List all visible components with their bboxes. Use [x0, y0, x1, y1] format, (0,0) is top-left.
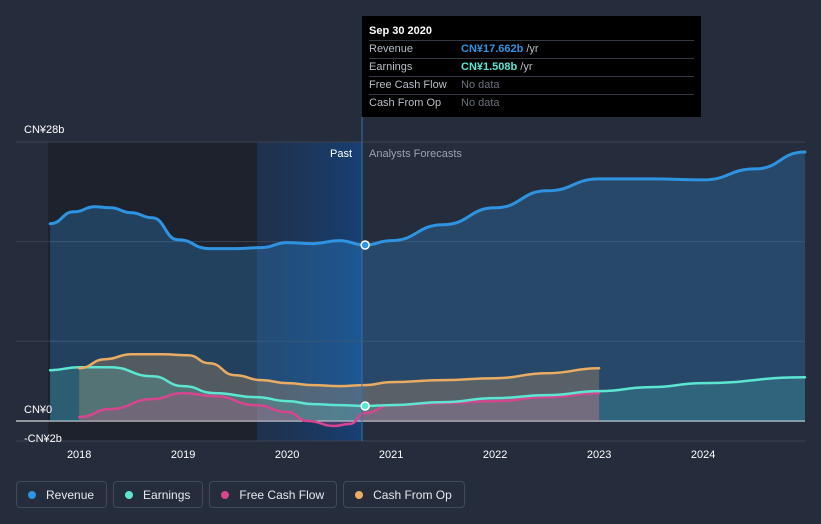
line-revenue — [48, 150, 807, 251]
tooltip-label: Free Cash Flow — [369, 79, 447, 91]
tooltip-date: Sep 30 2020 — [369, 24, 694, 41]
legend-dot-icon — [221, 490, 230, 499]
tooltip-label: Revenue — [369, 43, 414, 55]
tooltip-value: CN¥17.662b — [461, 43, 524, 55]
legend-earnings[interactable]: Earnings — [113, 481, 204, 508]
legend-label: Earnings — [143, 487, 191, 502]
past-highlight-band — [257, 142, 362, 441]
legend-label: Cash From Op — [373, 487, 452, 502]
area-free-cash-flow — [79, 393, 600, 426]
tooltip-value: CN¥1.508b — [461, 61, 518, 73]
x-tick-label: 2021 — [379, 449, 403, 461]
line-earnings — [48, 365, 807, 408]
tooltip-row-fcf: Free Cash Flow No data — [369, 77, 694, 95]
tooltip-unit: /yr — [520, 61, 533, 73]
line-cash-from-op — [77, 352, 601, 388]
x-tick-label: 2018 — [67, 449, 91, 461]
legend-label: Free Cash Flow — [239, 487, 325, 502]
x-tick-label: 2020 — [275, 449, 299, 461]
legend-revenue[interactable]: Revenue — [16, 481, 108, 508]
area-earnings — [50, 367, 806, 421]
legend-free-cash-flow[interactable]: Free Cash Flow — [209, 481, 338, 508]
past-label: Past — [330, 148, 352, 160]
tooltip-row-cfo: Cash From Op No data — [369, 95, 694, 112]
tooltip-label: Earnings — [369, 61, 413, 73]
tooltip-row-earnings: Earnings CN¥1.508b /yr — [369, 59, 694, 77]
x-tick-label: 2022 — [483, 449, 507, 461]
line-free-cash-flow — [77, 391, 601, 428]
y-tick-label: CN¥0 — [24, 404, 52, 416]
tooltip-value: No data — [461, 97, 500, 109]
tooltip-label: Cash From Op — [369, 97, 442, 109]
tooltip-value: No data — [461, 79, 500, 91]
legend-dot-icon — [28, 490, 36, 499]
past-shade — [48, 142, 257, 441]
area-cash-from-op — [79, 354, 600, 421]
tooltip-unit: /yr — [526, 43, 539, 55]
x-tick-label: 2023 — [587, 449, 611, 461]
x-tick-label: 2024 — [691, 449, 715, 461]
legend-label: Revenue — [46, 487, 95, 502]
area-revenue — [50, 152, 806, 421]
y-tick-label: -CN¥2b — [24, 433, 62, 445]
legend-dot-icon — [355, 490, 364, 499]
x-tick-label: 2019 — [171, 449, 195, 461]
legend-dot-icon — [125, 490, 134, 499]
forecast-label: Analysts Forecasts — [369, 148, 462, 160]
earnings-marker — [360, 401, 370, 411]
revenue-marker — [360, 240, 370, 250]
y-tick-label: CN¥28b — [24, 124, 64, 136]
legend-cash-from-op[interactable]: Cash From Op — [343, 481, 465, 508]
tooltip-row-revenue: Revenue CN¥17.662b /yr — [369, 41, 694, 59]
legend: Revenue Earnings Free Cash Flow Cash Fro… — [16, 481, 465, 508]
tooltip: Sep 30 2020 Revenue CN¥17.662b /yr Earni… — [362, 16, 701, 117]
